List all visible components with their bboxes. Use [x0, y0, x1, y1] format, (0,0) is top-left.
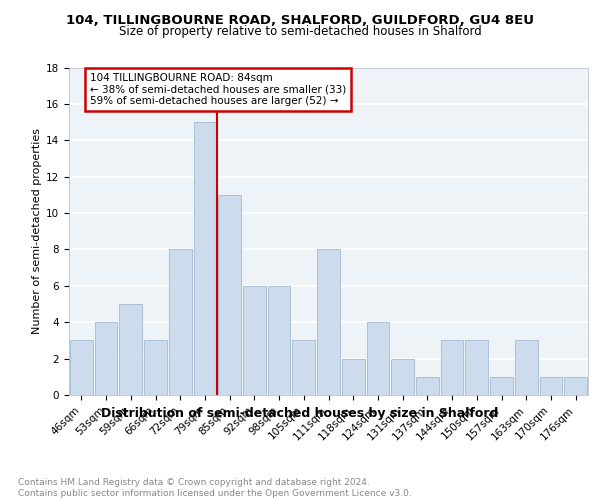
Text: Size of property relative to semi-detached houses in Shalford: Size of property relative to semi-detach… — [119, 25, 481, 38]
Bar — [539, 377, 562, 395]
Bar — [119, 304, 142, 395]
Bar — [317, 250, 340, 395]
Bar — [144, 340, 167, 395]
Text: 104, TILLINGBOURNE ROAD, SHALFORD, GUILDFORD, GU4 8EU: 104, TILLINGBOURNE ROAD, SHALFORD, GUILD… — [66, 14, 534, 27]
Bar — [218, 195, 241, 395]
Bar — [416, 377, 439, 395]
Bar — [292, 340, 315, 395]
Bar — [342, 358, 365, 395]
Text: Distribution of semi-detached houses by size in Shalford: Distribution of semi-detached houses by … — [101, 408, 499, 420]
Bar — [564, 377, 587, 395]
Bar — [441, 340, 463, 395]
Bar — [515, 340, 538, 395]
Bar — [194, 122, 216, 395]
Text: Contains HM Land Registry data © Crown copyright and database right 2024.
Contai: Contains HM Land Registry data © Crown c… — [18, 478, 412, 498]
Bar — [367, 322, 389, 395]
Bar — [169, 250, 191, 395]
Bar — [95, 322, 118, 395]
Bar — [268, 286, 290, 395]
Bar — [466, 340, 488, 395]
Bar — [391, 358, 414, 395]
Bar — [490, 377, 513, 395]
Text: 104 TILLINGBOURNE ROAD: 84sqm
← 38% of semi-detached houses are smaller (33)
59%: 104 TILLINGBOURNE ROAD: 84sqm ← 38% of s… — [90, 73, 346, 106]
Bar — [243, 286, 266, 395]
Bar — [70, 340, 93, 395]
Y-axis label: Number of semi-detached properties: Number of semi-detached properties — [32, 128, 42, 334]
